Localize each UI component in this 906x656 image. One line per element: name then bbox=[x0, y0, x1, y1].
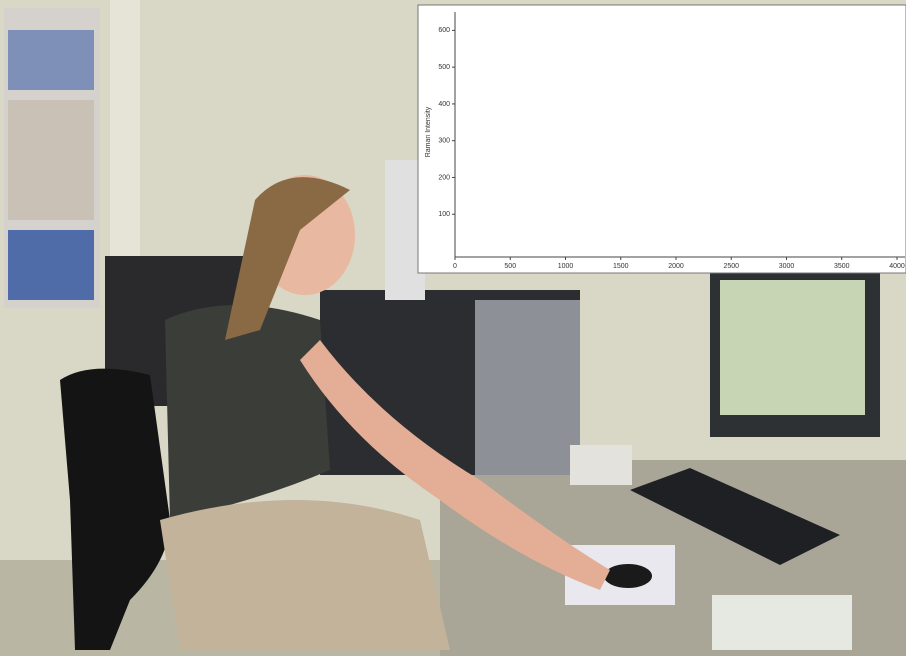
person-top bbox=[165, 305, 330, 520]
x-tick-label: 2500 bbox=[723, 263, 739, 270]
poster-block bbox=[8, 230, 94, 300]
keyboard bbox=[630, 468, 840, 565]
chair bbox=[60, 368, 170, 650]
person-arm bbox=[300, 340, 610, 590]
poster-block bbox=[8, 100, 94, 220]
x-tick-label: 3500 bbox=[834, 263, 850, 270]
enclosure-door bbox=[475, 300, 580, 475]
y-axis-label: Raman Intensity bbox=[425, 106, 432, 157]
monitor-screen bbox=[720, 280, 865, 415]
x-tick-label: 500 bbox=[504, 263, 516, 270]
x-tick-label: 1000 bbox=[558, 263, 574, 270]
booklet bbox=[712, 595, 852, 650]
y-tick-label: 300 bbox=[438, 138, 450, 145]
poster-block bbox=[8, 30, 94, 90]
y-tick-label: 500 bbox=[438, 64, 450, 71]
x-tick-label: 3000 bbox=[779, 263, 795, 270]
joystick-base bbox=[570, 445, 632, 485]
mouse bbox=[604, 564, 652, 588]
spectrum-inset: Raman Intensity 100 200 300 400 500 600 0 500 10… bbox=[417, 4, 906, 274]
x-tick-label: 0 bbox=[453, 263, 457, 270]
person-pants bbox=[160, 500, 450, 650]
x-tick-label: 4000 bbox=[889, 263, 905, 270]
y-tick-label: 600 bbox=[438, 27, 450, 34]
x-tick-label: 2000 bbox=[668, 263, 684, 270]
person-hair bbox=[225, 177, 350, 340]
y-tick-label: 100 bbox=[438, 211, 450, 218]
y-tick-label: 400 bbox=[438, 101, 450, 108]
x-tick-label: 1500 bbox=[613, 263, 629, 270]
inset-frame bbox=[417, 4, 906, 274]
y-tick-label: 200 bbox=[438, 174, 450, 181]
